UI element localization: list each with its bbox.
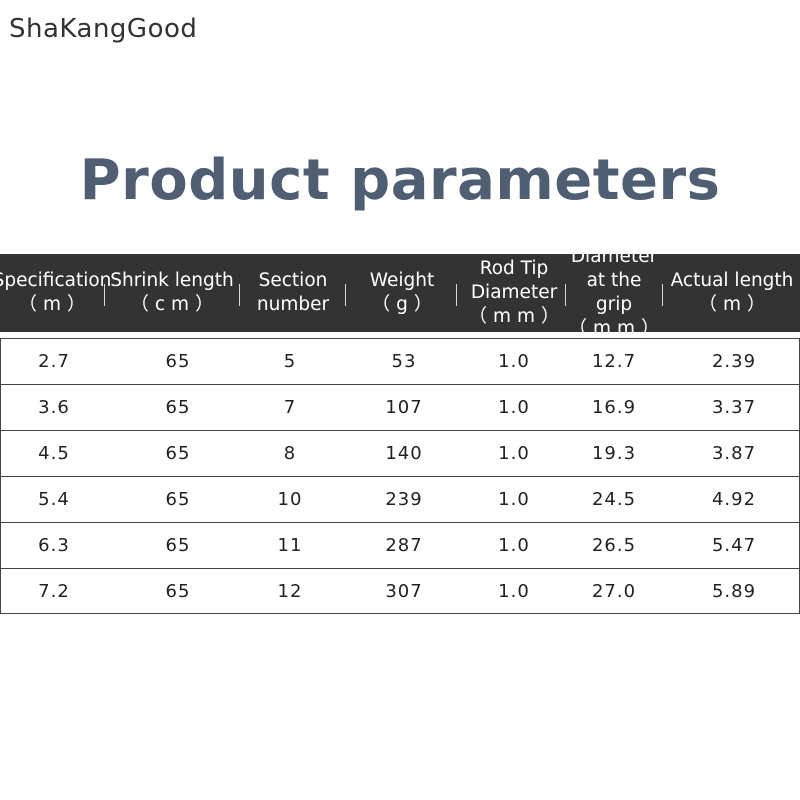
cell-actual-length: 5.47 [711,535,757,556]
cell-rod-tip-diameter: 1.0 [498,489,530,510]
cell-specification: 4.5 [38,443,70,464]
header-unit: （cm） [130,294,220,315]
cell-weight: 239 [385,489,423,510]
header-label: Diameter [570,246,658,267]
table-row: 6.3 65 11 287 1.0 26.5 5.47 [0,522,800,568]
cell-section-number: 12 [277,581,303,602]
header-actual-length: Actual length （m） [664,254,800,332]
cell-shrink-length: 65 [165,489,191,510]
cell-actual-length: 3.37 [711,397,757,418]
header-grip-diameter: Diameter at the grip （mm） [566,246,662,339]
header-label: number [256,294,330,315]
cell-section-number: 8 [283,443,297,464]
header-unit: （g） [371,294,439,315]
header-unit: （m） [698,294,772,315]
table-header: Specification （m） Shrink length （cm） Sec… [0,246,800,339]
cell-specification: 2.7 [38,351,70,372]
header-section-number: Section number [242,254,344,332]
table-row: 5.4 65 10 239 1.0 24.5 4.92 [0,476,800,522]
page-title: Product parameters [79,148,721,213]
cell-shrink-length: 65 [165,397,191,418]
cell-grip-diameter: 19.3 [591,443,637,464]
cell-actual-length: 5.89 [711,581,757,602]
cell-rod-tip-diameter: 1.0 [498,581,530,602]
cell-weight: 140 [385,443,423,464]
cell-shrink-length: 65 [165,535,191,556]
header-divider [662,284,663,306]
header-label: Specification [0,270,112,291]
cell-weight: 287 [385,535,423,556]
cell-section-number: 7 [283,397,297,418]
header-label: Section [258,270,328,291]
cell-rod-tip-diameter: 1.0 [498,351,530,372]
header-divider [456,284,457,306]
cell-shrink-length: 65 [165,351,191,372]
cell-section-number: 5 [283,351,297,372]
cell-specification: 7.2 [38,581,70,602]
header-divider [104,284,105,306]
table-row: 2.7 65 5 53 1.0 12.7 2.39 [0,338,800,384]
header-specification: Specification （m） [0,254,111,332]
table-row: 7.2 65 12 307 1.0 27.0 5.89 [0,568,800,614]
cell-weight: 107 [385,397,423,418]
cell-actual-length: 3.87 [711,443,757,464]
table-body: 2.7 65 5 53 1.0 12.7 2.39 3.6 65 7 107 1… [0,338,800,614]
header-label: at the grip [586,270,642,315]
header-unit: （mm） [568,318,666,339]
cell-section-number: 10 [277,489,303,510]
cell-shrink-length: 65 [165,581,191,602]
brand-logo-text: ShaKangGood [9,14,198,44]
cell-grip-diameter: 27.0 [591,581,637,602]
header-divider [345,284,346,306]
header-label: Actual length [670,270,794,291]
cell-shrink-length: 65 [165,443,191,464]
cell-rod-tip-diameter: 1.0 [498,535,530,556]
header-unit: （mm） [468,306,566,327]
cell-grip-diameter: 24.5 [591,489,637,510]
header-divider [239,284,240,306]
cell-actual-length: 4.92 [711,489,757,510]
cell-section-number: 11 [277,535,303,556]
cell-rod-tip-diameter: 1.0 [498,443,530,464]
cell-grip-diameter: 16.9 [591,397,637,418]
cell-specification: 3.6 [38,397,70,418]
header-label: Diameter [470,282,558,303]
header-label: Shrink length [110,270,234,291]
cell-grip-diameter: 26.5 [591,535,637,556]
cell-weight: 53 [391,351,417,372]
header-label: Weight [369,270,435,291]
header-divider [565,284,566,306]
cell-specification: 6.3 [38,535,70,556]
header-weight: Weight （g） [348,254,456,332]
header-label: Rod Tip [479,258,549,279]
cell-weight: 307 [385,581,423,602]
table-row: 4.5 65 8 140 1.0 19.3 3.87 [0,430,800,476]
cell-grip-diameter: 12.7 [591,351,637,372]
header-rod-tip-diameter: Rod Tip Diameter （mm） [460,254,568,332]
table-row: 3.6 65 7 107 1.0 16.9 3.37 [0,384,800,430]
cell-specification: 5.4 [38,489,70,510]
cell-rod-tip-diameter: 1.0 [498,397,530,418]
header-shrink-length: Shrink length （cm） [106,254,238,332]
header-unit: （m） [18,294,92,315]
cell-actual-length: 2.39 [711,351,757,372]
